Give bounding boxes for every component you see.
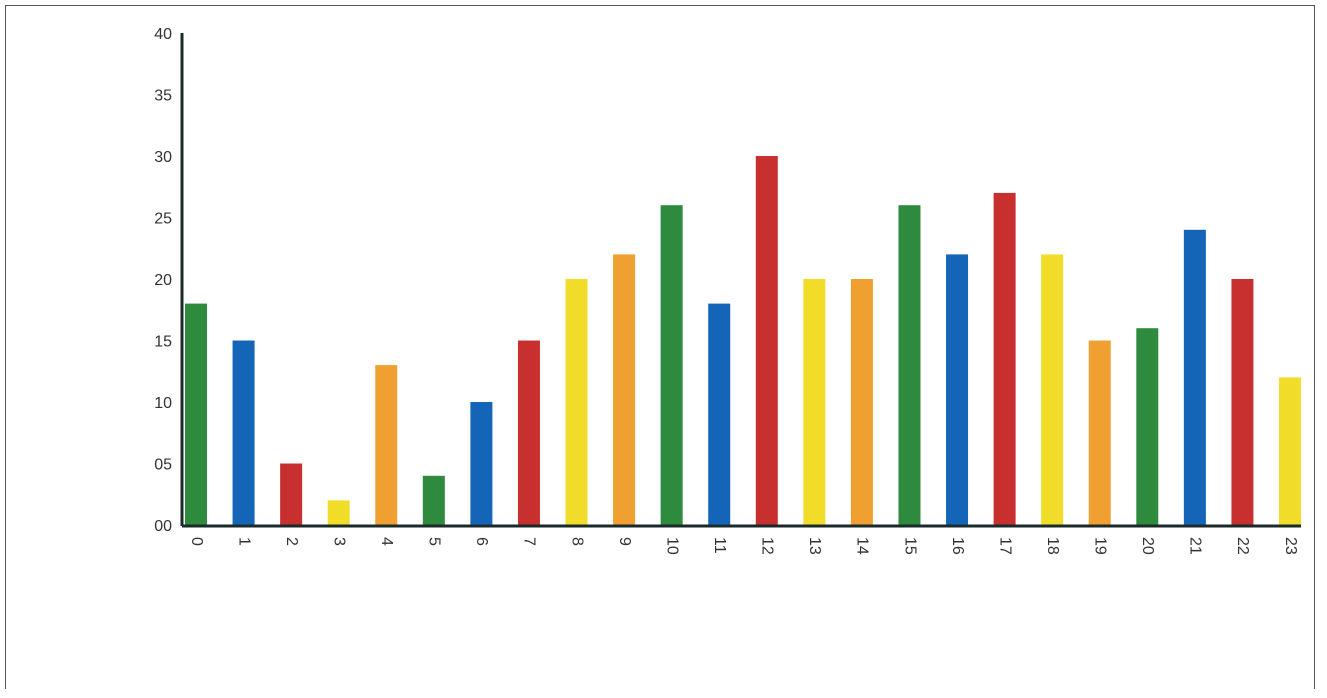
y-tick-label: 35 [154, 88, 172, 105]
x-tick-label: 20 [1139, 537, 1156, 555]
y-tick-label: 30 [154, 149, 172, 166]
x-tick-label: 5 [426, 537, 443, 546]
x-tick-label: 11 [711, 537, 728, 554]
bar-15 [898, 205, 921, 525]
x-tick-label: 19 [1092, 537, 1109, 555]
bar-19 [1088, 340, 1111, 525]
chart-frame: 00 05 10 15 20 25 30 35 40 0 1 2 3 4 5 6 7 8 9 10 11 12 13 14 1… [5, 5, 1315, 689]
bar-10 [660, 205, 683, 525]
x-tick-label: 10 [663, 537, 680, 555]
x-tick-label: 9 [616, 537, 633, 546]
x-tick-label: 2 [283, 537, 300, 546]
x-tick-label: 6 [473, 537, 490, 546]
bar-5 [422, 475, 445, 525]
x-tick-label: 22 [1234, 537, 1251, 555]
bar-13 [803, 279, 826, 525]
bar-3 [327, 500, 350, 525]
bar-1 [232, 340, 255, 525]
x-tick-label: 15 [901, 537, 918, 555]
bar-23 [1279, 377, 1301, 525]
bar-12 [755, 156, 778, 525]
bar-4 [375, 365, 398, 525]
y-tick-label: 20 [154, 272, 172, 289]
x-tick-label: 17 [996, 537, 1013, 555]
bar-18 [1041, 254, 1064, 525]
bar-7 [517, 340, 540, 525]
bar-14 [850, 279, 873, 525]
bar-16 [946, 254, 969, 525]
x-tick-label: 21 [1187, 537, 1204, 555]
y-tick-label: 05 [154, 457, 172, 474]
bar-0 [185, 303, 207, 525]
bar-8 [565, 279, 588, 525]
y-tick-label: 15 [154, 334, 172, 351]
x-tick-label: 13 [806, 537, 823, 555]
y-tick-label: 10 [154, 395, 172, 412]
x-tick-label: 4 [378, 537, 395, 546]
x-tick-label: 7 [521, 537, 538, 546]
x-tick-label: 1 [235, 537, 252, 546]
bar-20 [1136, 328, 1159, 525]
x-tick-label: 14 [854, 537, 871, 555]
bar-6 [470, 402, 493, 525]
x-tick-label: 23 [1282, 537, 1299, 555]
y-tick-label: 00 [154, 518, 172, 535]
y-tick-label: 25 [154, 211, 172, 228]
x-tick-label: 18 [1044, 537, 1061, 555]
x-tick-label: 3 [330, 537, 347, 546]
bars-group [185, 156, 1301, 526]
bar-11 [708, 303, 731, 525]
x-tick-label: 12 [759, 537, 776, 555]
x-axis-ticks: 0 1 2 3 4 5 6 7 8 9 10 11 12 13 14 15 16 17 18 19 20 21 22 23 [188, 537, 1299, 555]
x-tick-label: 8 [568, 537, 585, 546]
bar-17 [993, 192, 1016, 525]
bar-21 [1183, 229, 1206, 526]
x-tick-label: 16 [949, 537, 966, 555]
x-tick-label: 0 [188, 537, 205, 546]
bar-9 [613, 254, 636, 525]
y-tick-label: 40 [154, 26, 172, 43]
bar-2 [280, 463, 303, 525]
y-axis-ticks: 00 05 10 15 20 25 30 35 40 [154, 26, 172, 535]
bar-22 [1231, 279, 1254, 525]
